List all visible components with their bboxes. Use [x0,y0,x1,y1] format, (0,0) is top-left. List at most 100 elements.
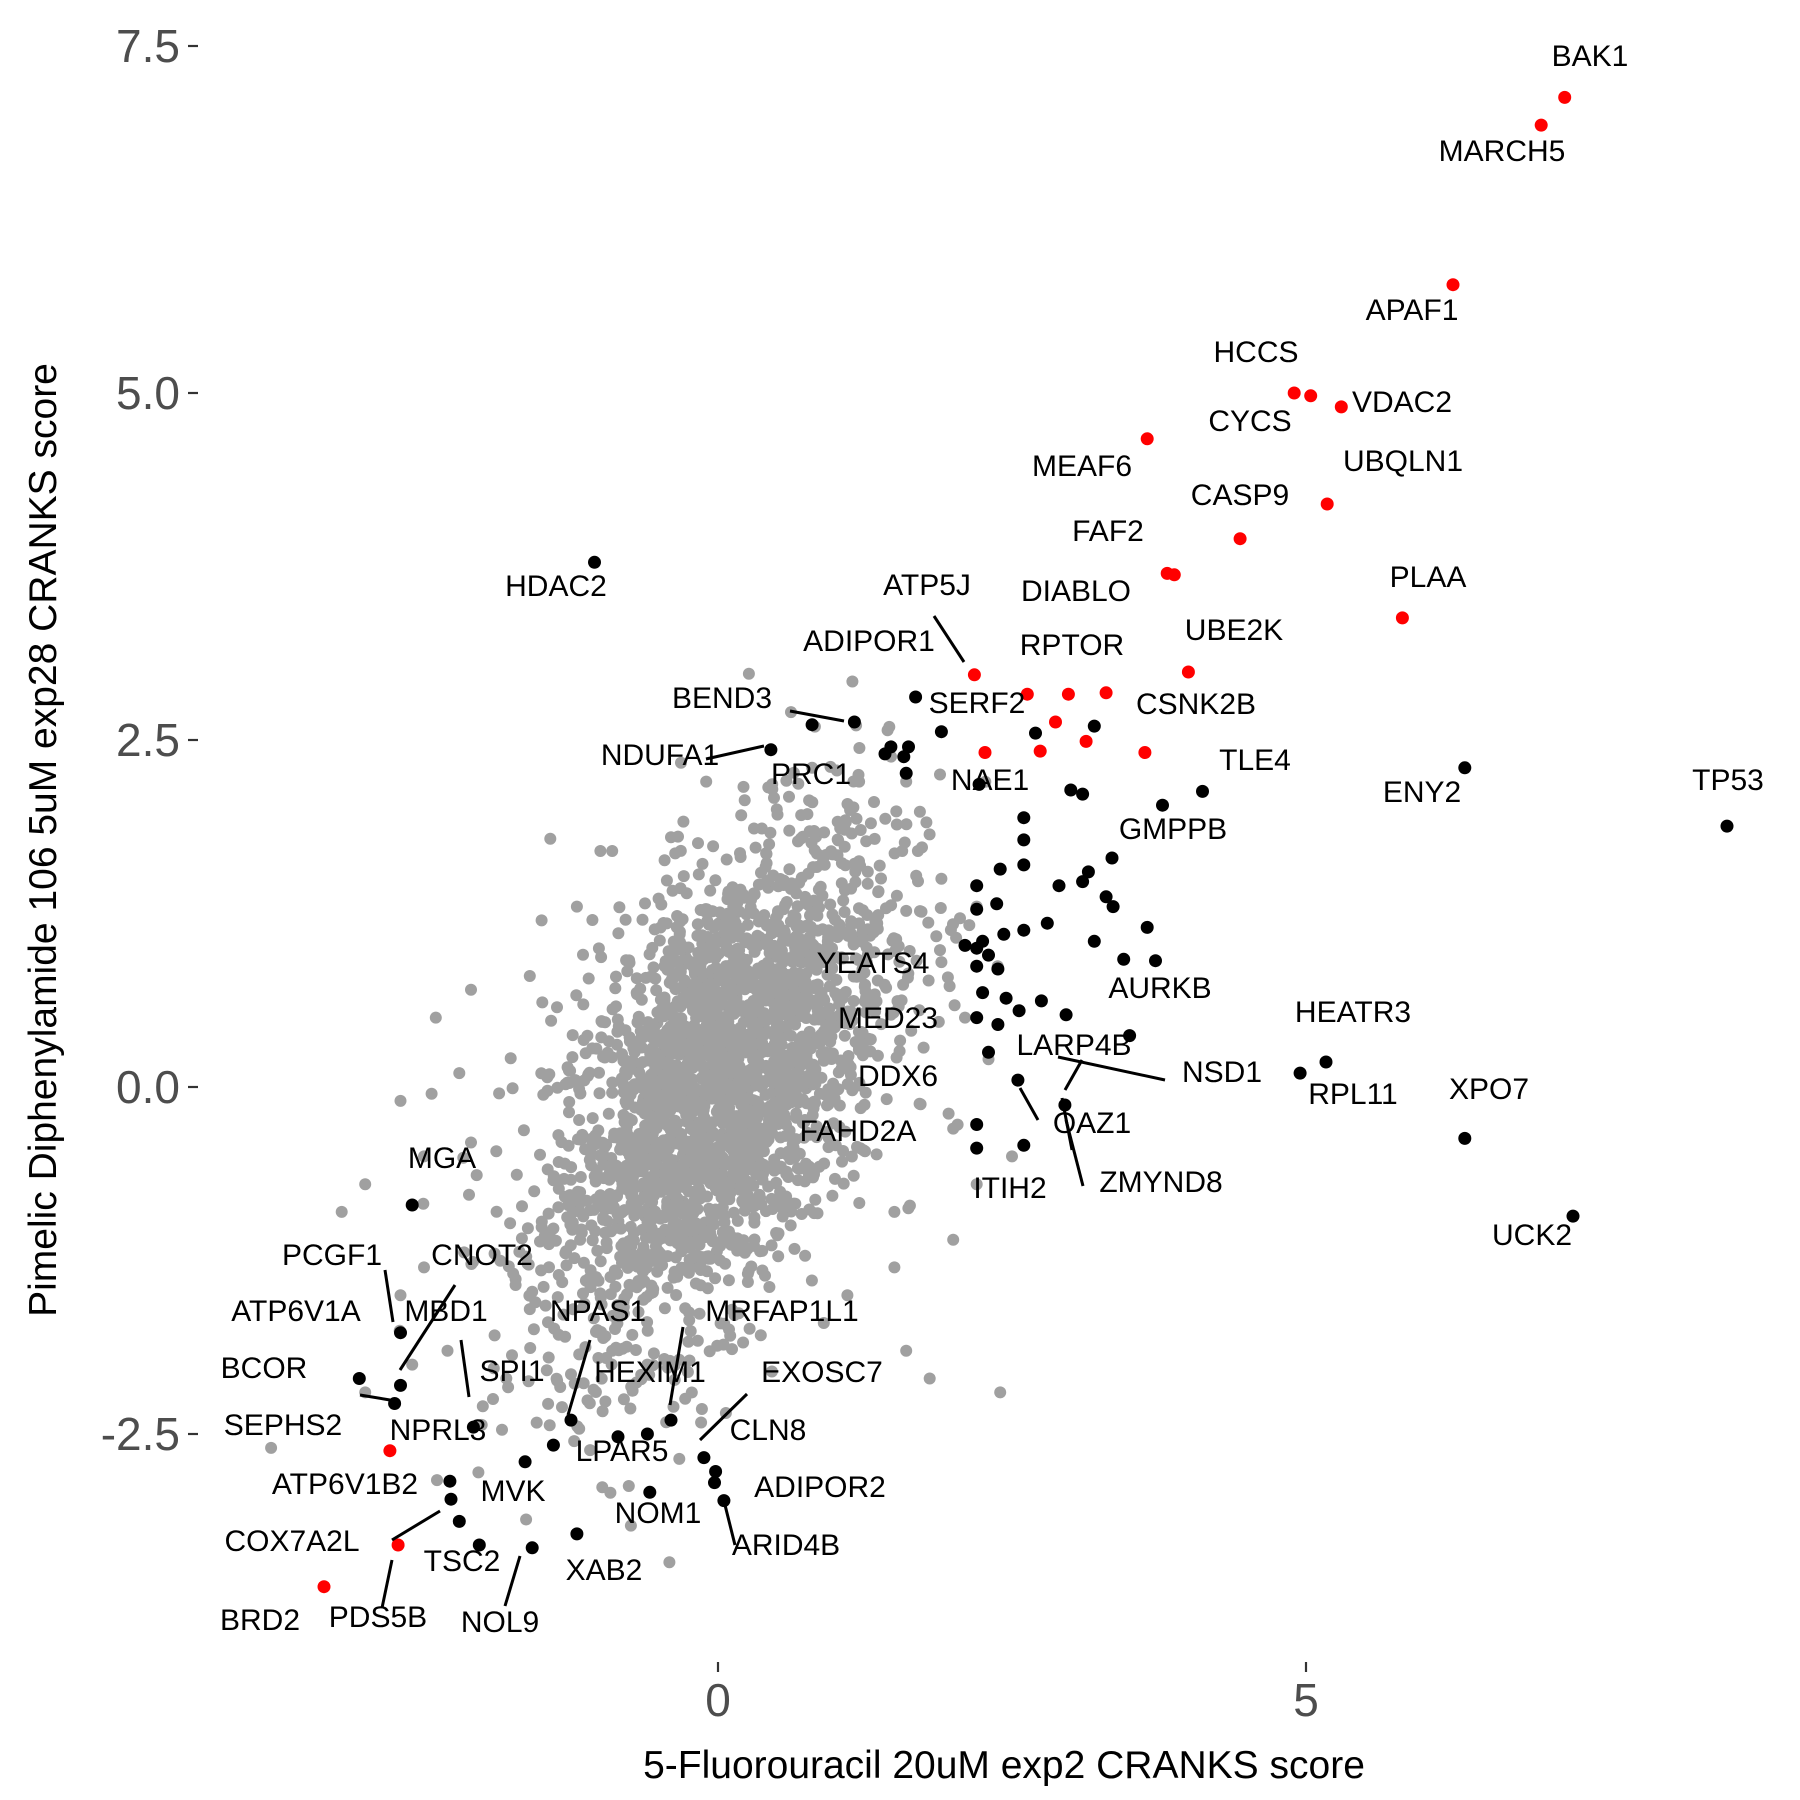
background-point [860,835,873,848]
background-point [750,1194,763,1207]
background-point [646,1286,659,1299]
background-point [554,1381,567,1393]
background-point [774,1131,787,1144]
background-point [701,1190,713,1203]
data-point [899,766,913,780]
background-point [776,1210,789,1223]
background-point [661,1162,673,1175]
background-point [800,1157,812,1170]
background-point [920,816,933,829]
background-point [547,1222,560,1235]
background-point [664,1058,676,1071]
point-adipor1 [967,668,981,682]
background-point [836,1155,848,1168]
background-point [560,1259,573,1272]
background-point [418,1150,430,1163]
background-point [406,1358,419,1371]
label-leader-line [380,1559,394,1609]
background-point [922,916,935,929]
background-point [774,1112,787,1125]
background-point [711,1339,724,1352]
background-point [776,1074,788,1087]
background-point [585,1219,598,1232]
background-point [803,825,816,838]
background-point [900,1344,913,1357]
background-point [717,1078,730,1091]
label-leader-line [1063,1059,1084,1091]
background-point [626,1328,639,1341]
background-point [509,1279,522,1291]
background-point [580,1194,593,1207]
background-point [643,1368,656,1381]
point-ndufa1 [764,743,778,757]
background-point [557,1308,570,1321]
background-point [684,1210,696,1223]
background-point [773,1019,786,1032]
background-point [472,1466,485,1479]
background-point [596,1405,609,1418]
point-csnk2b [1079,734,1093,748]
background-point [598,1051,611,1064]
background-point [861,877,874,890]
background-point [760,1135,773,1148]
background-point [784,879,797,892]
background-point [668,1014,681,1027]
background-point [609,982,622,995]
gene-label-med23: MED23 [838,1002,938,1035]
background-point [655,1003,668,1016]
background-point [771,1056,784,1069]
background-point [504,1052,517,1065]
background-point [789,910,802,923]
background-point [734,847,746,860]
gene-label-itih2: ITIH2 [973,1172,1046,1205]
gene-label-adipor2: ADIPOR2 [754,1471,886,1504]
background-point [672,969,685,982]
background-point [640,1262,653,1274]
background-point [826,962,839,975]
background-point [573,1114,586,1126]
data-point [611,1430,625,1444]
background-point [895,994,908,1007]
background-point [823,1018,836,1031]
background-point [520,1250,533,1263]
background-point [779,899,792,911]
background-point [854,1102,867,1115]
background-point [608,1127,621,1140]
label-leader-line [503,1555,522,1607]
background-point [617,1393,630,1406]
background-point [753,915,765,928]
background-point [702,931,715,943]
background-point [666,884,679,897]
background-point [755,1081,768,1094]
background-point [826,1189,839,1202]
background-point [595,1372,608,1385]
background-point [692,1134,705,1147]
background-point [661,1281,674,1294]
background-point [656,1259,669,1272]
background-point [890,805,903,818]
point-heatr3 [1319,1055,1333,1069]
background-point [634,1025,647,1038]
background-point [575,1226,588,1239]
point-exosc7 [697,1451,711,1465]
y-axis-tick-label: -2.5 [101,1408,180,1460]
background-point [763,1281,776,1293]
background-point [838,1017,851,1030]
background-point [757,1158,770,1171]
point-atp6v1a [352,1372,366,1385]
background-point [766,778,779,791]
data-point [1149,954,1162,968]
data-point [970,879,984,893]
background-point [655,898,668,911]
background-point [616,1048,628,1061]
background-point [826,928,839,941]
background-point [565,1368,577,1381]
background-point [824,898,837,911]
background-point [810,1120,823,1133]
background-point [873,859,886,872]
background-point [583,1153,596,1166]
background-point [942,1107,955,1120]
background-point [887,1006,900,1019]
background-point [458,1246,471,1259]
